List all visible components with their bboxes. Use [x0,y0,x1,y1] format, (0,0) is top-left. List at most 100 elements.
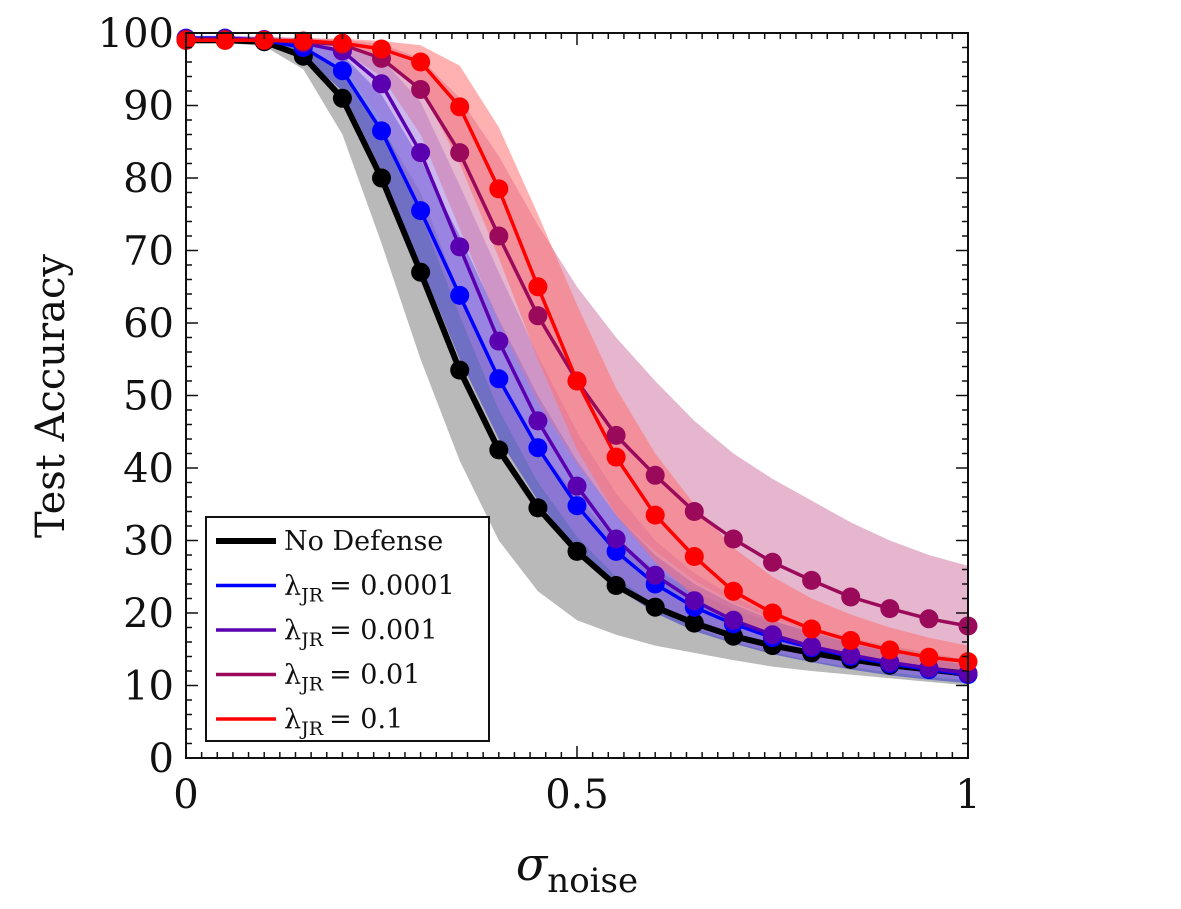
point-series-4-12 [645,505,665,525]
point-series-0-11 [606,576,626,595]
y-tick-label-10: 10 [123,664,174,710]
point-series-3-9 [528,306,548,326]
point-series-3-7 [450,143,470,163]
x-tick-label-0: 0 [173,772,198,818]
x-axis-label-subscript: noise [547,861,638,901]
point-series-1-5 [372,121,391,141]
point-series-4-4 [332,33,352,53]
point-series-4-3 [293,31,313,51]
point-series-0-12 [645,597,665,617]
tick-labels: 0 10 20 30 40 50 60 70 80 90 100 0 0.5 1 [98,11,981,818]
point-series-4-2 [254,30,274,50]
point-series-1-7 [450,285,470,305]
point-series-1-4 [332,61,352,81]
legend-lambda: λ [284,704,301,735]
point-series-4-11 [606,447,626,467]
point-series-0-7 [450,360,470,380]
point-series-0-13 [684,613,704,633]
point-series-1-9 [528,438,548,458]
point-series-1-8 [489,369,509,389]
point-series-0-9 [528,498,548,518]
point-series-2-6 [411,143,431,163]
point-series-0-5 [372,168,391,188]
point-series-4-18 [880,640,900,660]
y-tick-label-30: 30 [123,519,174,565]
point-series-3-8 [489,226,509,246]
point-series-4-6 [411,52,431,72]
y-tick-label-20: 20 [123,591,174,637]
legend-value: = 0.0001 [329,571,455,602]
legend-label-3: λJR = 0.01 [284,660,420,696]
legend-value: = 0.01 [329,660,420,691]
point-series-4-16 [802,619,822,639]
point-series-4-14 [723,581,743,601]
legend-lambda: λ [284,615,301,646]
point-series-3-19 [919,609,939,629]
point-series-2-17 [841,645,861,665]
y-tick-label-90: 90 [123,84,174,130]
band-series-4 [186,37,968,677]
point-series-4-9 [528,277,548,297]
point-series-3-16 [802,570,822,590]
point-series-2-5 [372,74,391,94]
point-series-1-10 [567,496,587,516]
legend-value: = 0.1 [329,704,403,735]
point-series-3-14 [723,529,743,549]
legend-label-2: λJR = 0.001 [284,615,438,651]
x-tick-label-2: 1 [955,772,980,818]
point-series-1-6 [411,201,431,221]
legend-value: = 0.001 [329,615,438,646]
point-series-0-8 [489,440,509,460]
point-series-2-11 [606,529,626,549]
point-series-2-16 [802,636,822,656]
legend-lambda: λ [284,660,301,691]
y-tick-label-100: 100 [98,11,174,57]
point-series-4-8 [489,179,509,199]
x-tick-label-1: 0.5 [545,772,609,818]
point-series-4-10 [567,371,587,391]
y-tick-label-80: 80 [123,156,174,202]
legend-subscript: JR [299,718,324,740]
legend-subscript: JR [299,585,324,607]
point-series-3-6 [411,80,431,99]
point-series-3-18 [880,599,900,619]
point-series-3-11 [606,425,626,445]
y-tick-label-60: 60 [123,301,174,347]
point-series-3-12 [645,465,665,485]
point-series-4-15 [763,603,782,623]
legend-label-0: No Defense [284,526,443,557]
point-series-2-8 [489,331,509,351]
point-series-2-9 [528,411,548,431]
legend-subscript: JR [299,629,324,651]
x-axis-label-symbol: σ [516,837,549,891]
legend-subscript: JR [299,674,324,696]
y-tick-label-40: 40 [123,446,174,492]
point-series-2-12 [645,565,665,585]
legend-label-4: λJR = 0.1 [284,704,403,740]
y-axis-label: Test Accuracy [28,254,74,538]
point-series-4-13 [684,547,704,566]
y-tick-label-50: 50 [123,374,174,420]
point-series-3-17 [841,587,861,607]
point-series-0-10 [567,541,587,561]
point-series-4-17 [841,631,861,650]
point-series-4-19 [919,647,939,667]
point-series-3-13 [684,502,704,521]
legend-lambda: λ [284,571,301,602]
point-series-2-10 [567,476,587,496]
point-series-2-15 [763,625,782,645]
point-series-0-4 [332,88,352,108]
confidence-bands [186,35,968,686]
point-series-2-7 [450,237,470,257]
y-tick-label-70: 70 [123,229,174,275]
point-series-4-1 [215,30,235,50]
point-series-2-13 [684,591,704,611]
point-series-4-7 [450,97,470,117]
series-points [176,28,978,685]
point-series-0-6 [411,262,431,282]
point-series-2-14 [723,610,743,630]
x-axis-label: σnoise [516,837,638,901]
point-series-3-15 [763,552,782,572]
